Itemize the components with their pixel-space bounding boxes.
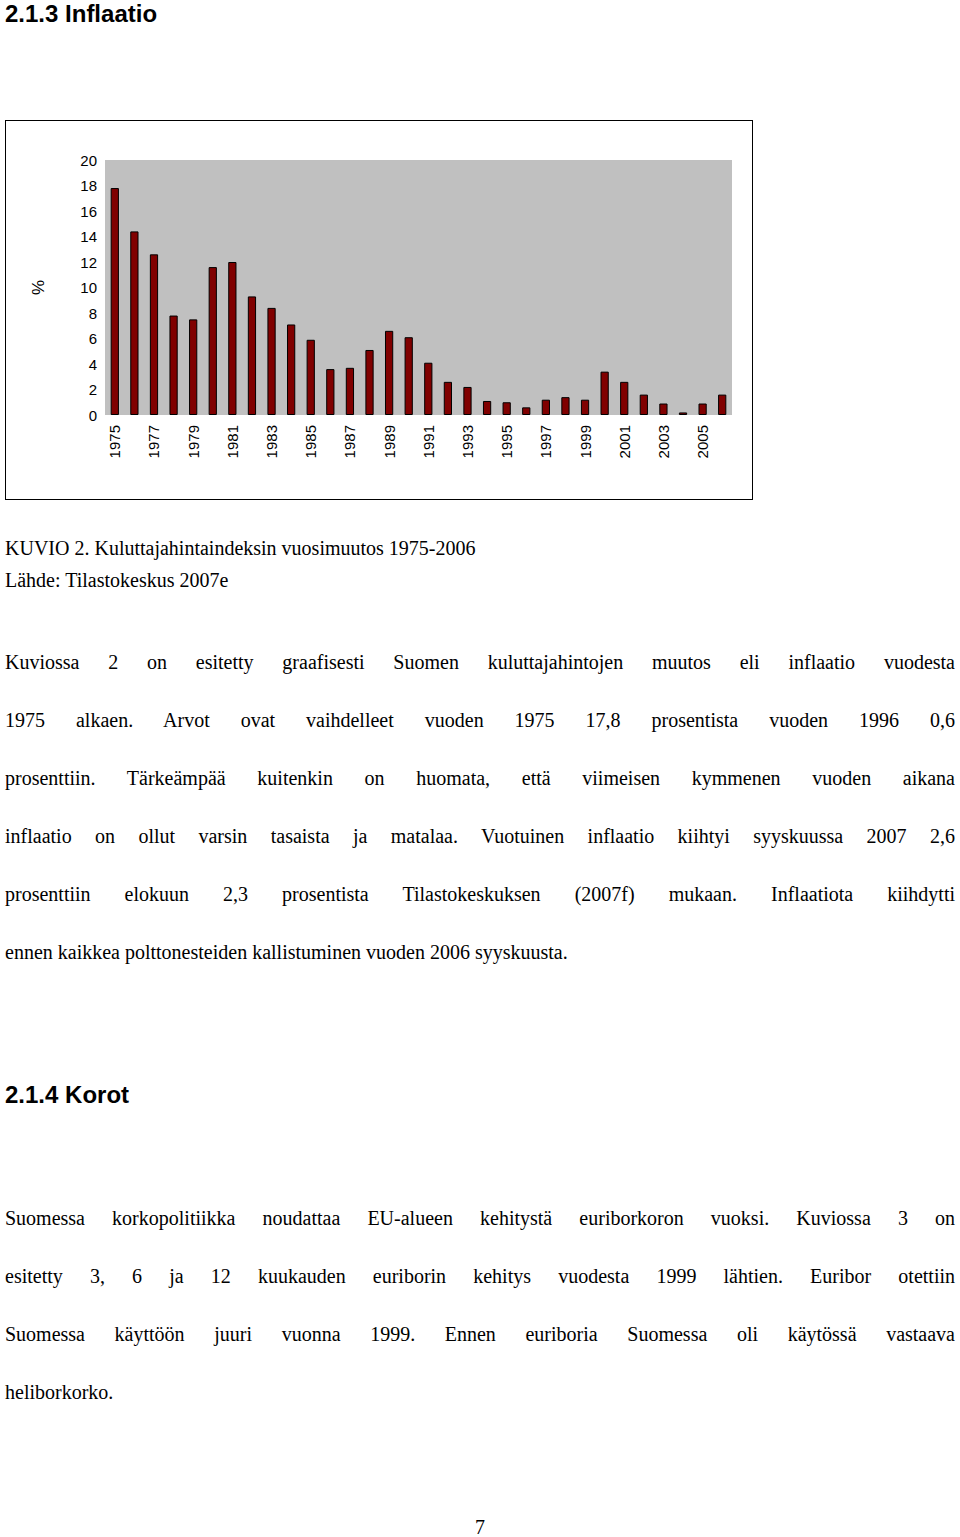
svg-text:%: % bbox=[29, 280, 48, 295]
svg-text:14: 14 bbox=[80, 228, 97, 245]
html-text:Lähde: Tilastokeskus 2007e: Lähde: Tilastokeskus 2007e bbox=[5, 569, 229, 591]
html-text:Suomessa käyttöön juuri vuonna: Suomessa käyttöön juuri vuonna 1999. Enn… bbox=[5, 1323, 955, 1345]
html-text:2.1.3 Inflaatio: 2.1.3 Inflaatio bbox=[5, 0, 158, 27]
svg-text:2003: 2003 bbox=[655, 425, 672, 458]
html-text:1975 alkaen. Arvot ovat vaihde: 1975 alkaen. Arvot ovat vaihdelleet vuod… bbox=[5, 709, 955, 731]
svg-text:1989: 1989 bbox=[381, 425, 398, 458]
svg-text:1999: 1999 bbox=[577, 425, 594, 458]
svg-text:8: 8 bbox=[89, 305, 97, 322]
svg-text:16: 16 bbox=[80, 203, 97, 220]
html-text:prosenttiin. Tärkeämpää kuiten: prosenttiin. Tärkeämpää kuitenkin on huo… bbox=[5, 767, 955, 789]
html-text:inflaatio on ollut varsin tasa: inflaatio on ollut varsin tasaista ja ma… bbox=[5, 825, 955, 847]
svg-text:6: 6 bbox=[89, 330, 97, 347]
html-text:7: 7 bbox=[475, 1516, 485, 1537]
svg-text:1997: 1997 bbox=[537, 425, 554, 458]
svg-text:4: 4 bbox=[89, 356, 97, 373]
svg-text:18: 18 bbox=[80, 177, 97, 194]
html-text:Suomessa korkopolitiikka nouda: Suomessa korkopolitiikka noudattaa EU-al… bbox=[5, 1207, 955, 1229]
svg-text:10: 10 bbox=[80, 279, 97, 296]
svg-text:2005: 2005 bbox=[694, 425, 711, 458]
svg-text:1985: 1985 bbox=[302, 425, 319, 458]
svg-text:1977: 1977 bbox=[145, 425, 162, 458]
svg-text:0: 0 bbox=[89, 407, 97, 424]
svg-text:1995: 1995 bbox=[498, 425, 515, 458]
html-text:heliborkorko.: heliborkorko. bbox=[5, 1381, 114, 1403]
svg-text:2: 2 bbox=[89, 381, 97, 398]
html-text:esitetty 3, 6 ja 12 kuukauden: esitetty 3, 6 ja 12 kuukauden euriborin … bbox=[5, 1265, 955, 1287]
html-text:prosenttiin elokuun 2,3 prosen: prosenttiin elokuun 2,3 prosentista Tila… bbox=[5, 883, 955, 905]
svg-text:1979: 1979 bbox=[185, 425, 202, 458]
svg-text:1981: 1981 bbox=[224, 425, 241, 458]
svg-text:1987: 1987 bbox=[341, 425, 358, 458]
svg-text:1993: 1993 bbox=[459, 425, 476, 458]
svg-text:12: 12 bbox=[80, 254, 97, 271]
svg-text:1975: 1975 bbox=[106, 425, 123, 458]
svg-text:1991: 1991 bbox=[420, 425, 437, 458]
html-text:KUVIO 2. Kuluttajahintaindeksi: KUVIO 2. Kuluttajahintaindeksin vuosimuu… bbox=[5, 537, 476, 559]
html-text:ennen kaikkea polttonesteiden: ennen kaikkea polttonesteiden kallistumi… bbox=[5, 941, 568, 963]
html-text:Kuviossa 2 on esitetty graafis: Kuviossa 2 on esitetty graafisesti Suome… bbox=[5, 651, 955, 673]
svg-text:2001: 2001 bbox=[616, 425, 633, 458]
html-text:2.1.4 Korot: 2.1.4 Korot bbox=[5, 1081, 129, 1108]
svg-text:20: 20 bbox=[80, 152, 97, 169]
svg-text:1983: 1983 bbox=[263, 425, 280, 458]
